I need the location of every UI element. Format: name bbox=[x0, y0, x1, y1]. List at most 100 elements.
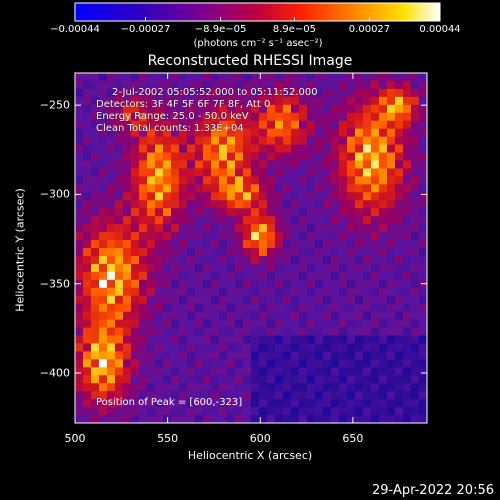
heatmap-cell bbox=[139, 295, 148, 305]
heatmap-cell bbox=[107, 128, 116, 138]
heatmap-cell bbox=[411, 120, 420, 130]
heatmap-cell bbox=[211, 399, 220, 408]
heatmap-cell bbox=[211, 80, 220, 90]
heatmap-cell bbox=[131, 152, 140, 161]
heatmap-cell bbox=[387, 359, 396, 368]
heatmap-cell bbox=[267, 303, 276, 313]
heatmap-cell bbox=[227, 343, 236, 352]
heatmap-cell bbox=[267, 255, 276, 265]
heatmap-cell bbox=[219, 287, 228, 297]
heatmap-cell bbox=[219, 240, 228, 249]
heatmap-cell bbox=[219, 399, 228, 408]
heatmap-cell bbox=[307, 407, 316, 416]
heatmap-cell bbox=[155, 295, 164, 305]
heatmap-cell bbox=[147, 112, 156, 122]
heatmap-cell bbox=[235, 80, 244, 90]
heatmap-cell bbox=[107, 216, 116, 225]
y-axis-label: Heliocentric Y (arcsec) bbox=[13, 188, 27, 312]
heatmap-cell bbox=[371, 136, 380, 145]
heatmap-cell bbox=[371, 80, 380, 90]
heatmap-cell bbox=[347, 311, 356, 320]
heatmap-cell bbox=[339, 192, 348, 201]
heatmap-cell bbox=[75, 303, 84, 313]
heatmap-cell bbox=[139, 391, 148, 400]
heatmap-cell bbox=[75, 184, 84, 193]
heatmap-cell bbox=[171, 88, 180, 98]
heatmap-cell bbox=[187, 224, 196, 233]
heatmap-cell bbox=[211, 335, 220, 344]
heatmap-cell bbox=[267, 263, 276, 273]
heatmap-cell bbox=[123, 359, 132, 368]
heatmap-cell bbox=[411, 96, 420, 106]
heatmap-cell bbox=[187, 407, 196, 416]
heatmap-cell bbox=[147, 407, 156, 416]
heatmap-cell bbox=[259, 271, 268, 281]
heatmap-cell bbox=[211, 248, 220, 257]
heatmap-cell bbox=[283, 112, 292, 122]
heatmap-cell bbox=[323, 160, 332, 169]
heatmap-cell bbox=[339, 120, 348, 130]
heatmap-cell bbox=[411, 144, 420, 153]
heatmap-cell bbox=[139, 279, 148, 289]
heatmap-cell bbox=[147, 216, 156, 225]
heatmap-cell bbox=[395, 136, 404, 145]
heatmap-cell bbox=[171, 407, 180, 416]
heatmap-cell bbox=[131, 255, 140, 265]
heatmap-cell bbox=[83, 104, 92, 114]
heatmap-cell bbox=[107, 112, 116, 122]
heatmap-cell bbox=[219, 144, 228, 153]
heatmap-cell bbox=[291, 184, 300, 193]
heatmap-cell bbox=[323, 96, 332, 106]
heatmap-cell bbox=[139, 168, 148, 177]
heatmap-cell bbox=[315, 104, 324, 114]
heatmap-cell bbox=[155, 303, 164, 313]
heatmap-cell bbox=[91, 311, 100, 320]
heatmap-cell bbox=[75, 168, 84, 177]
heatmap-cell bbox=[355, 407, 364, 416]
heatmap-cell bbox=[139, 128, 148, 138]
heatmap-cell bbox=[347, 255, 356, 265]
heatmap-cell bbox=[275, 168, 284, 177]
heatmap-cell bbox=[187, 88, 196, 98]
heatmap-cell bbox=[243, 152, 252, 161]
heatmap-cell bbox=[235, 168, 244, 177]
heatmap-cell bbox=[211, 351, 220, 360]
heatmap-cell bbox=[147, 367, 156, 376]
heatmap-cell bbox=[299, 311, 308, 320]
heatmap-cell bbox=[379, 287, 388, 297]
heatmap-cell bbox=[355, 415, 364, 424]
heatmap-cell bbox=[107, 271, 116, 281]
heatmap-cell bbox=[267, 407, 276, 416]
heatmap-cell bbox=[403, 96, 412, 106]
heatmap-cell bbox=[307, 295, 316, 305]
heatmap-cell bbox=[187, 311, 196, 320]
heatmap-cell bbox=[83, 96, 92, 106]
heatmap-cell bbox=[115, 152, 124, 161]
heatmap-cell bbox=[171, 80, 180, 90]
heatmap-cell bbox=[371, 160, 380, 169]
heatmap-cell bbox=[75, 367, 84, 376]
heatmap-cell bbox=[371, 168, 380, 177]
heatmap-cell bbox=[395, 128, 404, 138]
heatmap-cell bbox=[171, 192, 180, 201]
heatmap-cell bbox=[395, 216, 404, 225]
heatmap-cell bbox=[123, 375, 132, 384]
heatmap-cell bbox=[387, 104, 396, 114]
heatmap-cell bbox=[283, 224, 292, 233]
heatmap-cell bbox=[195, 136, 204, 145]
heatmap-cell bbox=[291, 120, 300, 130]
heatmap-cell bbox=[179, 152, 188, 161]
heatmap-cell bbox=[331, 104, 340, 114]
x-tick-label: 600 bbox=[249, 432, 271, 445]
heatmap-cell bbox=[235, 271, 244, 281]
heatmap-cell bbox=[259, 152, 268, 161]
heatmap-cell bbox=[163, 391, 172, 400]
heatmap-cell bbox=[107, 248, 116, 257]
heatmap-cell bbox=[395, 399, 404, 408]
heatmap-cell bbox=[147, 144, 156, 153]
heatmap-cell bbox=[171, 319, 180, 328]
heatmap-cell bbox=[123, 232, 132, 241]
heatmap-cell bbox=[243, 184, 252, 193]
heatmap-cell bbox=[291, 73, 300, 82]
heatmap-cell bbox=[243, 343, 252, 352]
